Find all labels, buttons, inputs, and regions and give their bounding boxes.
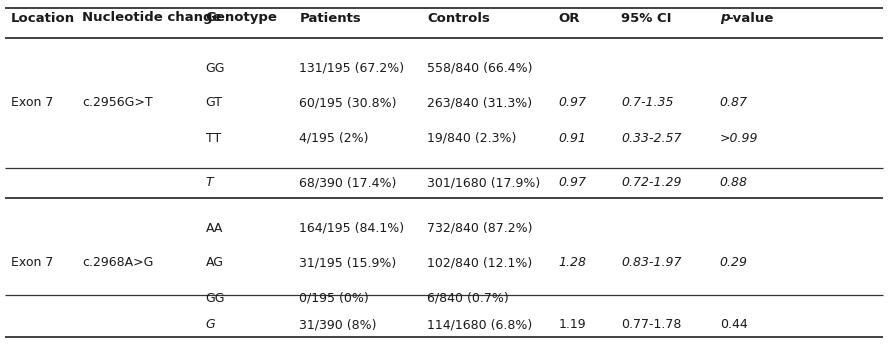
Text: GG: GG (206, 292, 225, 305)
Text: GG: GG (206, 61, 225, 75)
Text: 263/840 (31.3%): 263/840 (31.3%) (427, 97, 533, 109)
Text: 1.28: 1.28 (559, 256, 586, 269)
Text: Nucleotide change: Nucleotide change (82, 11, 222, 24)
Text: 0.77-1.78: 0.77-1.78 (621, 318, 682, 332)
Text: 164/195 (84.1%): 164/195 (84.1%) (299, 221, 405, 235)
Text: p: p (720, 11, 730, 24)
Text: Patients: Patients (299, 11, 361, 24)
Text: Exon 7: Exon 7 (11, 97, 53, 109)
Text: 0.44: 0.44 (720, 318, 747, 332)
Text: 0.29: 0.29 (720, 256, 747, 269)
Text: 102/840 (12.1%): 102/840 (12.1%) (427, 256, 533, 269)
Text: 4/195 (2%): 4/195 (2%) (299, 131, 369, 145)
Text: GT: GT (206, 97, 223, 109)
Text: 6/840 (0.7%): 6/840 (0.7%) (427, 292, 509, 305)
Text: 0.97: 0.97 (559, 177, 586, 189)
Text: AG: AG (206, 256, 224, 269)
Text: 95% CI: 95% CI (621, 11, 671, 24)
Text: 68/390 (17.4%): 68/390 (17.4%) (299, 177, 397, 189)
Text: Location: Location (11, 11, 75, 24)
Text: 31/390 (8%): 31/390 (8%) (299, 318, 377, 332)
Text: G: G (206, 318, 215, 332)
Text: 0/195 (0%): 0/195 (0%) (299, 292, 369, 305)
Text: Controls: Controls (427, 11, 490, 24)
Text: 732/840 (87.2%): 732/840 (87.2%) (427, 221, 533, 235)
Text: 0.88: 0.88 (720, 177, 747, 189)
Text: 0.33-2.57: 0.33-2.57 (621, 131, 682, 145)
Text: 0.7-1.35: 0.7-1.35 (621, 97, 674, 109)
Text: 114/1680 (6.8%): 114/1680 (6.8%) (427, 318, 533, 332)
Text: 301/1680 (17.9%): 301/1680 (17.9%) (427, 177, 541, 189)
Text: OR: OR (559, 11, 580, 24)
Text: 60/195 (30.8%): 60/195 (30.8%) (299, 97, 397, 109)
Text: 0.97: 0.97 (559, 97, 586, 109)
Text: >0.99: >0.99 (720, 131, 758, 145)
Text: -value: -value (728, 11, 774, 24)
Text: 131/195 (67.2%): 131/195 (67.2%) (299, 61, 405, 75)
Text: c.2968A>G: c.2968A>G (82, 256, 154, 269)
Text: AA: AA (206, 221, 223, 235)
Text: Genotype: Genotype (206, 11, 277, 24)
Text: T: T (206, 177, 214, 189)
Text: 31/195 (15.9%): 31/195 (15.9%) (299, 256, 397, 269)
Text: 1.19: 1.19 (559, 318, 586, 332)
Text: c.2956G>T: c.2956G>T (82, 97, 153, 109)
Text: 0.91: 0.91 (559, 131, 586, 145)
Text: Exon 7: Exon 7 (11, 256, 53, 269)
Text: 0.83-1.97: 0.83-1.97 (621, 256, 682, 269)
Text: 558/840 (66.4%): 558/840 (66.4%) (427, 61, 533, 75)
Text: TT: TT (206, 131, 221, 145)
Text: 0.72-1.29: 0.72-1.29 (621, 177, 682, 189)
Text: 0.87: 0.87 (720, 97, 747, 109)
Text: 19/840 (2.3%): 19/840 (2.3%) (427, 131, 517, 145)
